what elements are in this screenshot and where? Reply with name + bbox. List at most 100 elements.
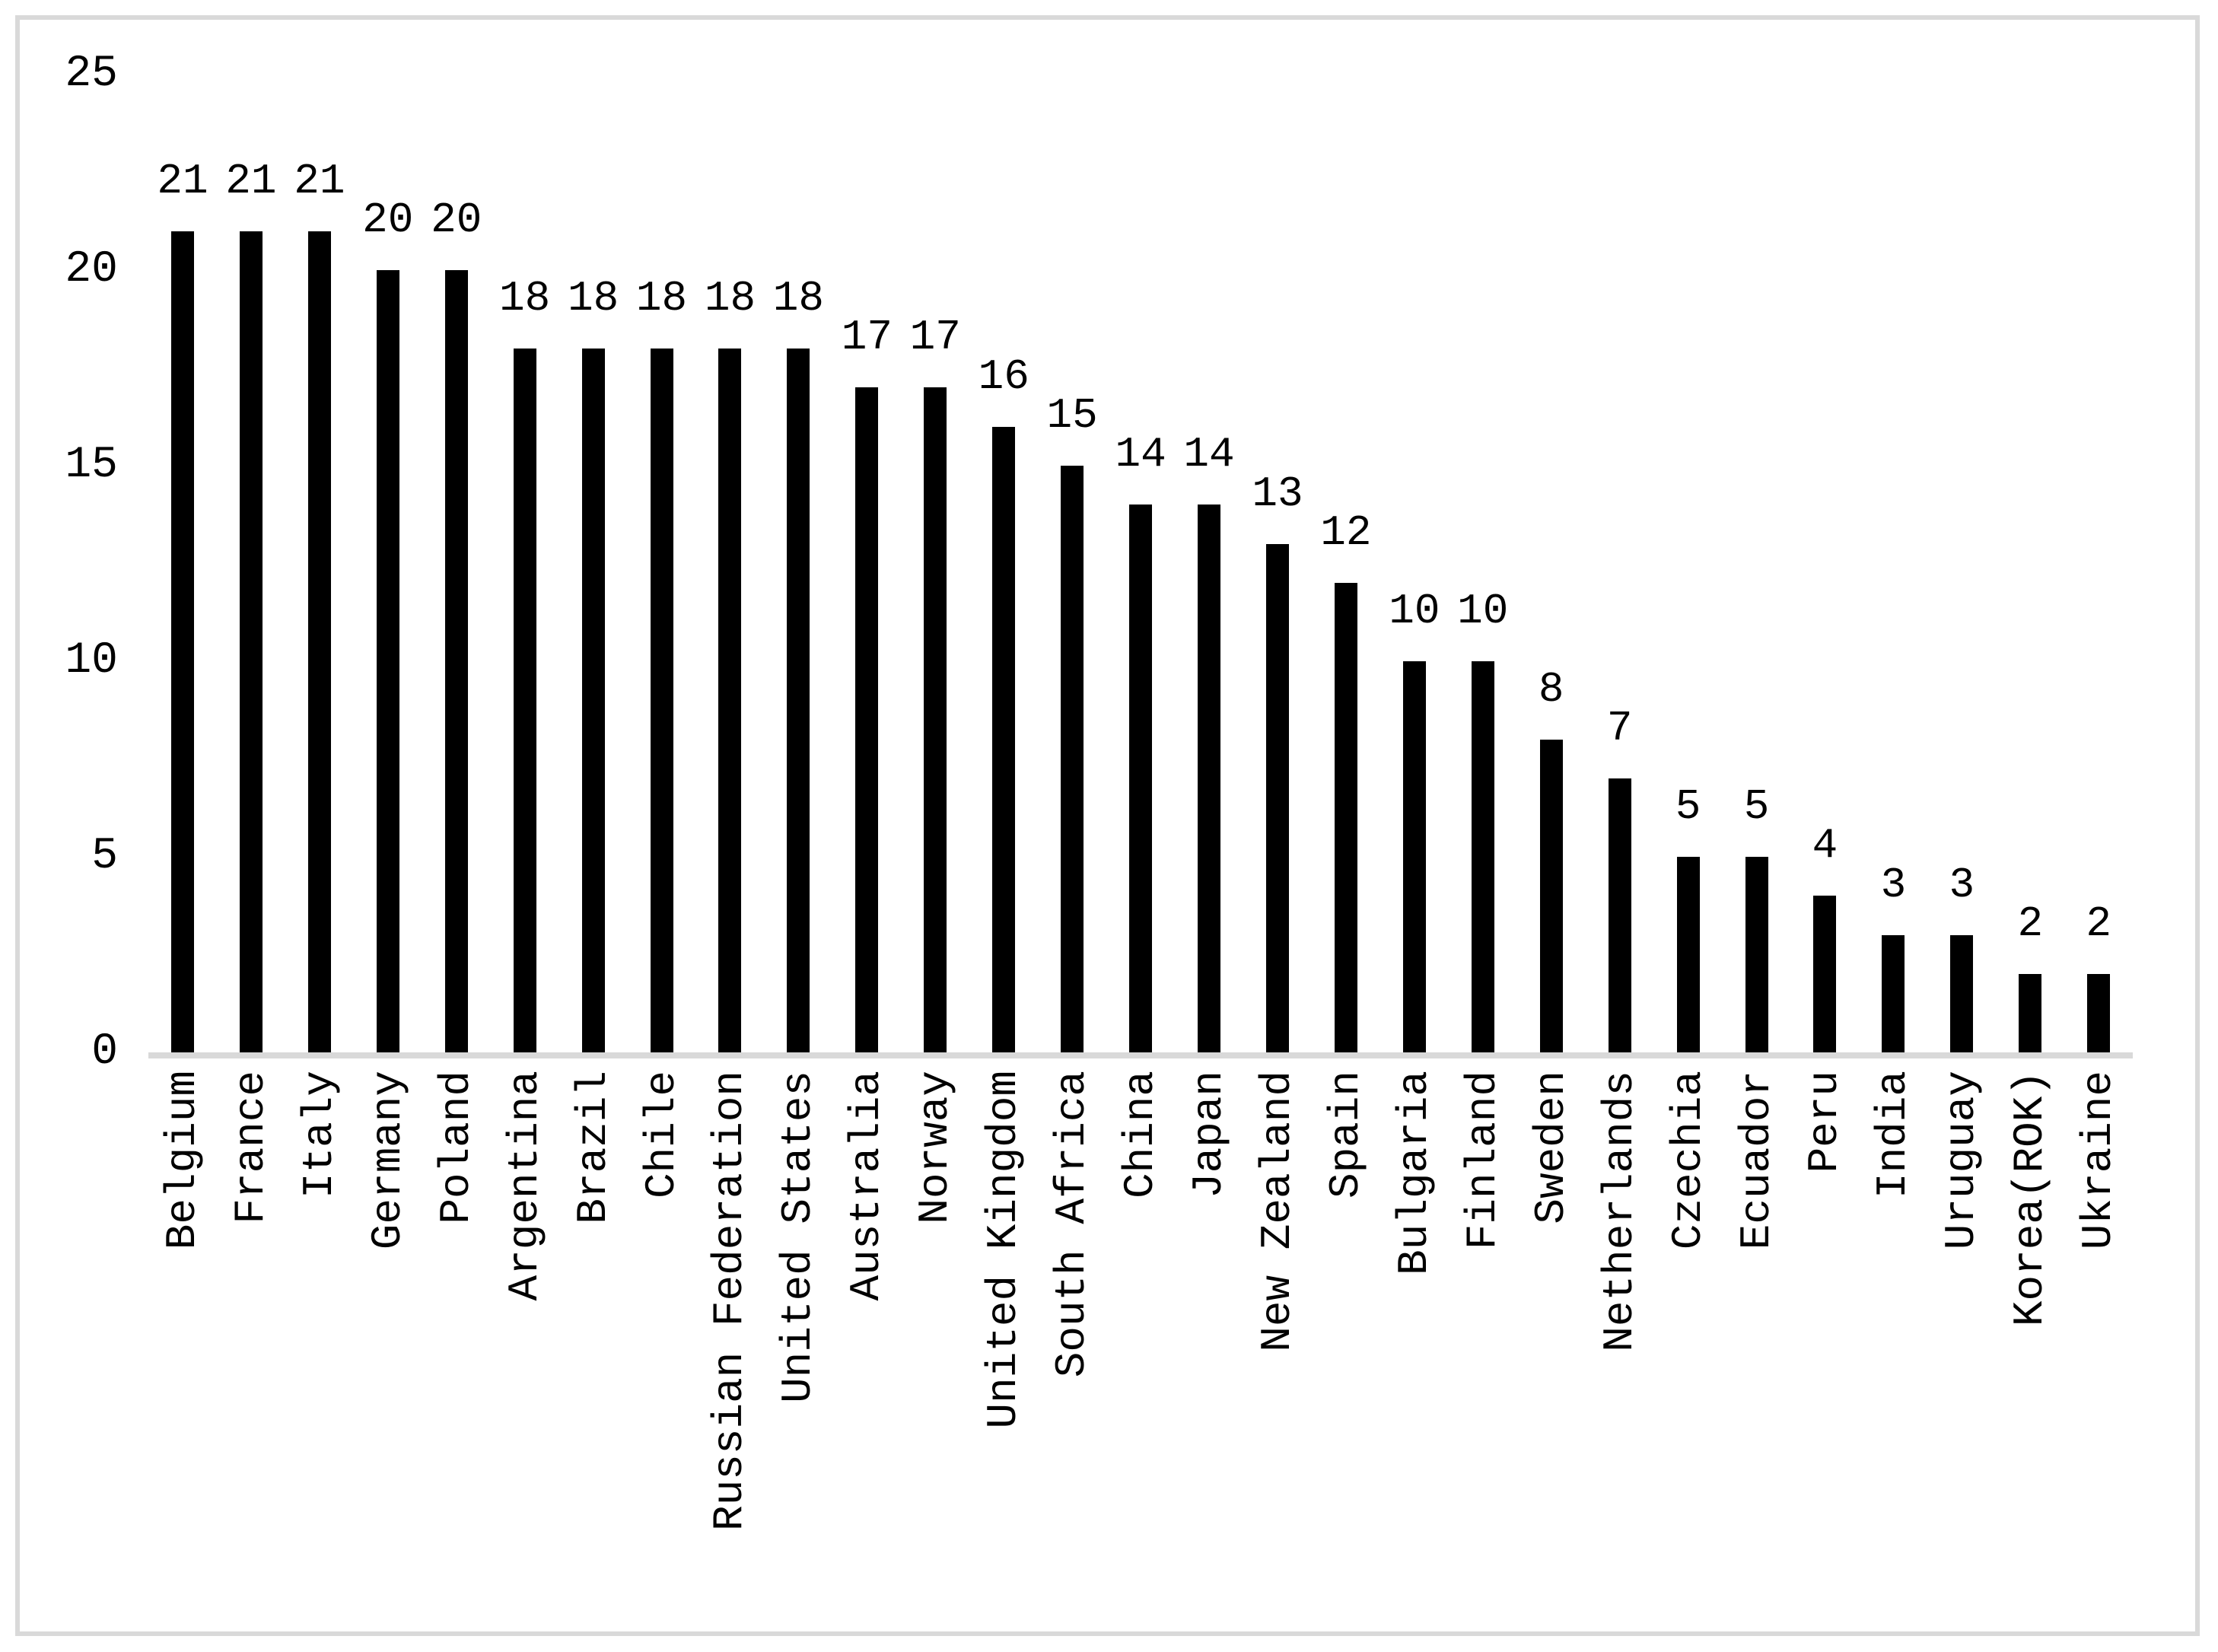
bar-slot: 16 bbox=[969, 0, 1038, 1052]
x-axis-category-label: Ukraine bbox=[2074, 1071, 2124, 1250]
x-axis-labels: Belgium France Italy Germany Poland Argentina… bbox=[148, 1071, 2133, 1634]
bar bbox=[581, 348, 605, 1052]
x-axis-category-label: Uruguay bbox=[1937, 1071, 1987, 1250]
x-axis-category-label: Spain bbox=[1321, 1071, 1370, 1199]
x-axis-category-label: South Africa bbox=[1048, 1071, 1097, 1378]
bar-slot: 2 bbox=[2064, 0, 2133, 1052]
x-axis-label-cell: United Kingdom bbox=[969, 1071, 1038, 1634]
bar-value-label: 17 bbox=[841, 313, 893, 362]
bar bbox=[1471, 661, 1494, 1052]
x-axis-category-label: India bbox=[1869, 1071, 1918, 1199]
x-axis-category-label: Ecuador bbox=[1732, 1071, 1781, 1250]
bar-slot: 14 bbox=[1106, 0, 1175, 1052]
bar bbox=[1608, 778, 1631, 1052]
x-axis-label-cell: Belgium bbox=[148, 1071, 217, 1634]
bar bbox=[376, 270, 399, 1052]
bar-value-label: 21 bbox=[225, 156, 277, 205]
x-axis-category-label: United States bbox=[774, 1071, 823, 1403]
bar bbox=[1061, 466, 1084, 1052]
x-axis-category-label: Bulgaria bbox=[1389, 1071, 1439, 1275]
bar bbox=[1265, 543, 1289, 1052]
x-axis-label-cell: France bbox=[217, 1071, 285, 1634]
bar-value-label: 13 bbox=[1252, 469, 1303, 518]
bar bbox=[1129, 505, 1153, 1052]
x-axis-label-cell: Finland bbox=[1449, 1071, 1517, 1634]
x-axis-label-cell: Spain bbox=[1312, 1071, 1380, 1634]
bar-slot: 3 bbox=[1859, 0, 1927, 1052]
x-axis-label-cell: United States bbox=[764, 1071, 832, 1634]
x-axis-category-label: Germany bbox=[363, 1071, 412, 1250]
x-axis-category-label: China bbox=[1116, 1071, 1166, 1199]
x-axis-label-cell: Argentina bbox=[491, 1071, 559, 1634]
bar-slot: 2 bbox=[1996, 0, 2064, 1052]
x-axis-label-cell: Italy bbox=[285, 1071, 354, 1634]
bar-value-label: 3 bbox=[1880, 860, 1907, 909]
bar bbox=[650, 348, 673, 1052]
bar-slot: 20 bbox=[354, 0, 422, 1052]
x-axis-label-cell: Ukraine bbox=[2064, 1071, 2133, 1634]
bar bbox=[444, 270, 468, 1052]
x-axis-label-cell: Czechia bbox=[1654, 1071, 1723, 1634]
bar-slot: 7 bbox=[1586, 0, 1654, 1052]
bar-value-label: 20 bbox=[362, 196, 414, 244]
x-axis-label-cell: Brazil bbox=[559, 1071, 628, 1634]
x-axis-category-label: Netherlands bbox=[1595, 1071, 1644, 1352]
bar-value-label: 17 bbox=[909, 313, 961, 362]
plot-area: 21 21 21 20 20 18 18 18 18 18 17 17 16 15 14 14 13 12 10 10… bbox=[148, 0, 2133, 1052]
bar-slot: 17 bbox=[901, 0, 969, 1052]
x-axis-label-cell: Germany bbox=[354, 1071, 422, 1634]
x-axis-category-label: Australia bbox=[842, 1071, 892, 1301]
y-axis-tick-label: 10 bbox=[65, 636, 118, 686]
bar-value-label: 15 bbox=[1046, 391, 1098, 440]
bar bbox=[307, 231, 331, 1052]
x-axis-category-label: Italy bbox=[294, 1071, 344, 1199]
x-axis-label-cell: Australia bbox=[832, 1071, 901, 1634]
x-axis-category-label: Sweden bbox=[1526, 1071, 1576, 1224]
bar-slot: 5 bbox=[1654, 0, 1723, 1052]
x-axis-label-cell: New Zealand bbox=[1243, 1071, 1312, 1634]
x-axis-label-cell: China bbox=[1106, 1071, 1175, 1634]
bar-value-label: 10 bbox=[1457, 587, 1509, 635]
bar-value-label: 18 bbox=[499, 273, 551, 323]
x-axis-label-cell: Russian Federation bbox=[696, 1071, 765, 1634]
x-axis-label-cell: Chile bbox=[628, 1071, 696, 1634]
bar bbox=[239, 231, 263, 1052]
bar bbox=[2087, 974, 2111, 1052]
y-axis-tick-label: 5 bbox=[91, 832, 118, 881]
bar-slot: 18 bbox=[491, 0, 559, 1052]
bar bbox=[170, 231, 194, 1052]
x-axis-label-cell: Ecuador bbox=[1723, 1071, 1791, 1634]
bar-slot: 15 bbox=[1038, 0, 1106, 1052]
x-axis-label-cell: South Africa bbox=[1038, 1071, 1106, 1634]
bar-value-label: 18 bbox=[772, 273, 825, 323]
bar-value-label: 3 bbox=[1949, 860, 1975, 909]
chart-border bbox=[15, 15, 2200, 1636]
bar-value-label: 16 bbox=[978, 352, 1029, 401]
x-axis-category-label: Chile bbox=[637, 1071, 686, 1199]
x-axis-line bbox=[148, 1052, 2133, 1058]
y-axis-tick-label: 15 bbox=[65, 441, 118, 490]
x-axis-label-cell: Sweden bbox=[1517, 1071, 1586, 1634]
x-axis-category-label: United Kingdom bbox=[979, 1071, 1029, 1429]
bar-slot: 3 bbox=[1927, 0, 1996, 1052]
bar-value-label: 2 bbox=[2017, 899, 2044, 949]
bar-value-label: 8 bbox=[1538, 664, 1564, 714]
bar-value-label: 14 bbox=[1183, 430, 1235, 479]
x-axis-category-label: Czechia bbox=[1663, 1071, 1713, 1250]
bar-slot: 17 bbox=[832, 0, 901, 1052]
bar-value-label: 5 bbox=[1675, 782, 1701, 831]
x-axis-label-cell: Poland bbox=[422, 1071, 491, 1634]
bar bbox=[992, 426, 1016, 1052]
bar-slot: 18 bbox=[764, 0, 832, 1052]
x-axis-category-label: Finland bbox=[1458, 1071, 1507, 1250]
x-axis-category-label: Argentina bbox=[500, 1071, 549, 1301]
x-axis-label-cell: Bulgaria bbox=[1380, 1071, 1449, 1634]
bar-slot: 21 bbox=[285, 0, 354, 1052]
bar bbox=[1813, 896, 1837, 1052]
bar bbox=[1950, 934, 1974, 1052]
x-axis-label-cell: Peru bbox=[1791, 1071, 1860, 1634]
bar bbox=[2019, 974, 2042, 1052]
bar bbox=[1334, 583, 1357, 1052]
bar-value-label: 4 bbox=[1812, 821, 1838, 871]
